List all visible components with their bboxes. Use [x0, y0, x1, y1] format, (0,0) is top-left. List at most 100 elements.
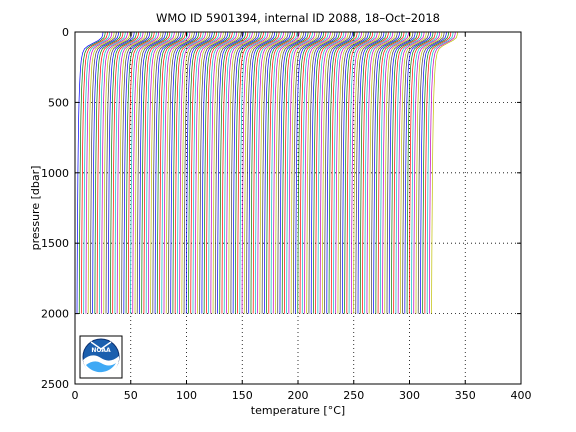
profile-line: [330, 32, 358, 314]
profile-line: [181, 32, 209, 314]
x-tick-label: 150: [232, 389, 253, 402]
profile-line: [415, 32, 443, 314]
profile-line: [295, 32, 322, 314]
profile-line: [342, 32, 369, 314]
profile-line: [420, 32, 447, 314]
profile-line: [373, 32, 400, 314]
profile-line: [203, 32, 231, 314]
noaa-logo-text: NOAA: [91, 347, 111, 354]
y-tick-label: 1000: [41, 167, 69, 180]
profile-line: [232, 32, 260, 314]
profile-line: [219, 32, 246, 314]
y-tick-label: 0: [62, 26, 69, 39]
profile-line: [112, 32, 139, 314]
grid-lines: [75, 32, 521, 384]
profile-line: [170, 32, 197, 314]
x-tick-label: 100: [176, 389, 197, 402]
profile-line: [397, 32, 425, 314]
profile-line: [190, 32, 217, 314]
profile-line: [110, 32, 137, 314]
axis-ticks: 0 50 100 150 200 250 300 350 400 0 500 1000 1500 2000…: [41, 26, 532, 402]
profile-line: [255, 32, 282, 314]
y-tick-label: 1500: [41, 237, 69, 250]
profile-line: [257, 32, 284, 314]
profile-line: [194, 32, 222, 314]
profile-line: [313, 32, 340, 314]
profile-line: [214, 32, 242, 314]
profile-line: [197, 32, 224, 314]
profile-line: [366, 32, 394, 314]
profile-line: [103, 32, 130, 314]
profile-line: [297, 32, 324, 314]
profile-line: [101, 32, 128, 314]
profile-line: [130, 32, 157, 314]
x-tick-label: 200: [288, 389, 309, 402]
profile-line: [92, 32, 119, 314]
profile-line: [371, 32, 398, 314]
profile-line: [406, 32, 434, 314]
profile-line: [290, 32, 318, 314]
profile-line: [339, 32, 367, 314]
profile-line: [388, 32, 416, 314]
x-tick-label: 250: [343, 389, 364, 402]
profile-line: [96, 32, 124, 314]
profile-line: [308, 32, 336, 314]
profile-line: [76, 32, 104, 314]
profile-line: [183, 32, 211, 314]
profile-line: [136, 32, 164, 314]
profile-line: [145, 32, 173, 314]
profile-line: [400, 32, 427, 314]
profile-line: [346, 32, 374, 314]
profile-line: [139, 32, 166, 314]
profile-line: [426, 32, 454, 314]
profile-line: [353, 32, 380, 314]
profile-line: [210, 32, 238, 314]
profile-line: [386, 32, 414, 314]
profile-line: [259, 32, 287, 314]
profile-line: [127, 32, 155, 314]
profile-line: [188, 32, 215, 314]
profile-line: [424, 32, 452, 314]
profile-line: [154, 32, 182, 314]
profile-line: [277, 32, 304, 314]
profile-lines: [76, 32, 458, 314]
profile-line: [395, 32, 423, 314]
profile-line: [404, 32, 432, 314]
profile-line: [333, 32, 360, 314]
profile-line: [221, 32, 249, 314]
profile-line: [223, 32, 251, 314]
profile-line: [272, 32, 300, 314]
profile-line: [382, 32, 409, 314]
y-tick-label: 500: [48, 96, 69, 109]
x-axis-label: temperature [°C]: [251, 404, 345, 417]
profile-line: [292, 32, 320, 314]
profile-line: [402, 32, 429, 314]
profile-line: [132, 32, 159, 314]
profile-line: [263, 32, 291, 314]
profile-line: [429, 32, 456, 314]
profile-line: [152, 32, 180, 314]
profile-line: [114, 32, 142, 314]
profile-line: [393, 32, 420, 314]
profile-line: [121, 32, 148, 314]
profile-line: [243, 32, 271, 314]
profile-line: [286, 32, 313, 314]
profile-line: [324, 32, 351, 314]
profile-line: [212, 32, 240, 314]
x-tick-label: 300: [399, 389, 420, 402]
profile-line: [368, 32, 396, 314]
profile-line: [275, 32, 302, 314]
profile-line: [362, 32, 389, 314]
profile-line: [337, 32, 365, 314]
profile-line: [350, 32, 378, 314]
profile-line: [234, 32, 262, 314]
profile-line: [179, 32, 206, 314]
profile-line: [431, 32, 458, 314]
profile-line: [105, 32, 133, 314]
y-tick-label: 2000: [41, 308, 69, 321]
profile-line: [143, 32, 171, 314]
x-tick-label: 400: [511, 389, 532, 402]
profile-line: [284, 32, 311, 314]
